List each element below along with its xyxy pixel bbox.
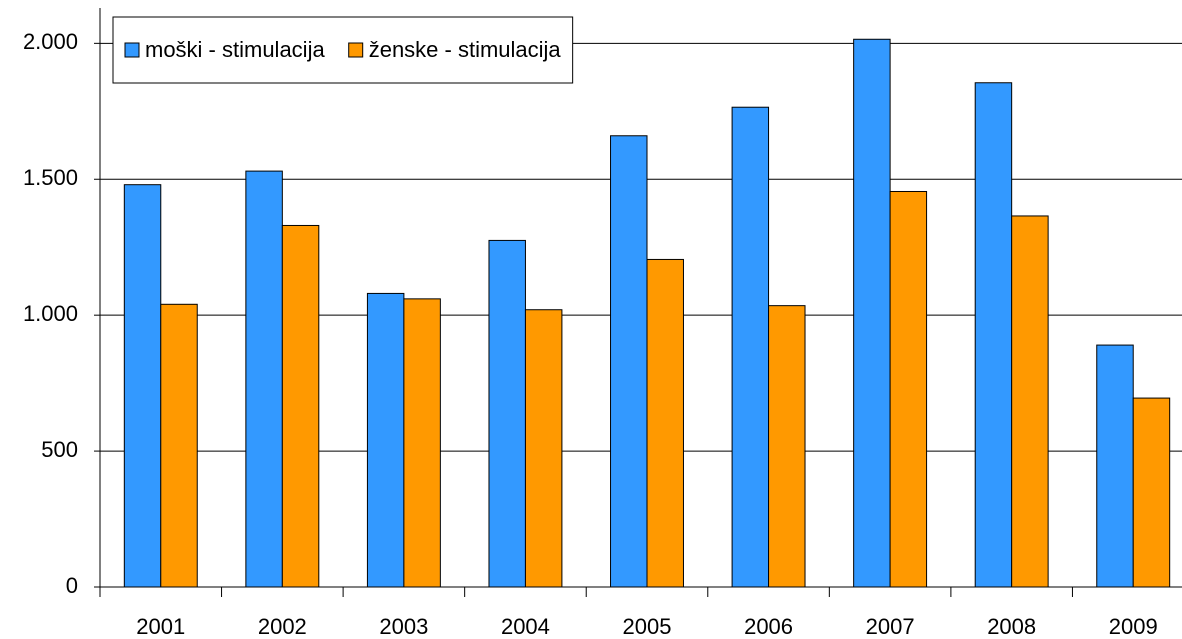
bar bbox=[281, 224, 320, 588]
bar bbox=[524, 309, 563, 588]
bar bbox=[974, 82, 1013, 588]
bar bbox=[889, 190, 928, 588]
x-tick-label: 2005 bbox=[623, 614, 672, 639]
bar bbox=[1096, 344, 1134, 588]
legend-label: ženske - stimulacija bbox=[369, 37, 562, 62]
bar bbox=[1132, 397, 1171, 588]
y-tick-label: 500 bbox=[41, 437, 78, 462]
legend-swatch bbox=[124, 42, 140, 58]
bar bbox=[1011, 215, 1049, 588]
x-tick-label: 2003 bbox=[379, 614, 428, 639]
legend-box bbox=[112, 16, 574, 84]
x-tick-label: 2009 bbox=[1109, 614, 1158, 639]
bar bbox=[123, 184, 162, 588]
bar bbox=[160, 303, 198, 588]
legend-swatch bbox=[348, 42, 364, 58]
bar bbox=[768, 305, 806, 588]
bar bbox=[646, 258, 684, 588]
bar bbox=[488, 239, 526, 588]
bar bbox=[403, 298, 441, 588]
x-tick-label: 2008 bbox=[987, 614, 1036, 639]
bar bbox=[731, 106, 770, 588]
x-tick-label: 2001 bbox=[136, 614, 185, 639]
y-tick-label: 2.000 bbox=[23, 29, 78, 54]
bar bbox=[245, 170, 283, 588]
x-tick-label: 2004 bbox=[501, 614, 550, 639]
x-tick-label: 2002 bbox=[258, 614, 307, 639]
bar bbox=[366, 292, 405, 588]
y-tick-label: 1.500 bbox=[23, 165, 78, 190]
legend-label: moški - stimulacija bbox=[145, 37, 325, 62]
y-tick-label: 1.000 bbox=[23, 301, 78, 326]
y-tick-label: 0 bbox=[66, 573, 78, 598]
x-tick-label: 2006 bbox=[744, 614, 793, 639]
x-tick-label: 2007 bbox=[866, 614, 915, 639]
bar bbox=[610, 135, 648, 588]
bar bbox=[853, 38, 891, 588]
